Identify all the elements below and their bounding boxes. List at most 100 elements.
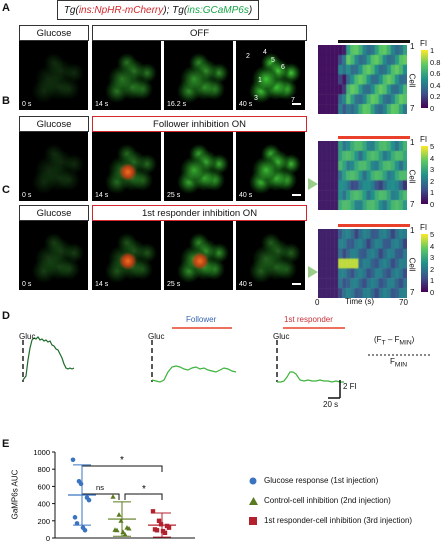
cell-top-b: 1 bbox=[410, 138, 415, 147]
panel-letter-b: B bbox=[2, 95, 10, 107]
sig-label-2-3: * bbox=[142, 484, 146, 495]
sig-bracket-2-3 bbox=[124, 493, 163, 500]
scale-bar bbox=[292, 194, 301, 196]
colorbar-tick: 1 bbox=[430, 188, 435, 198]
cell-number-6: 6 bbox=[281, 64, 285, 71]
sig-label-1-2: ns bbox=[96, 483, 104, 492]
time-label: 25 s bbox=[167, 281, 181, 288]
genotype-label: Tg(ins:NpHR-mCherry); Tg(ins:GCaMP6s) bbox=[57, 0, 259, 20]
data-point bbox=[162, 530, 168, 536]
y-tick-label: 600 bbox=[37, 482, 50, 491]
time-label: 0 s bbox=[22, 192, 32, 199]
cell-axis-label-c: Cell bbox=[407, 257, 417, 272]
data-point bbox=[78, 481, 84, 487]
data-point bbox=[70, 457, 76, 463]
time-label: 0 s bbox=[22, 101, 32, 108]
time-label: 40 s bbox=[239, 281, 253, 288]
y-tick-label: 1000 bbox=[33, 448, 50, 457]
legend-glucose: Glucose response (1st injection) bbox=[248, 476, 378, 485]
heatmap-c bbox=[318, 229, 407, 298]
condition-label-a: OFF bbox=[92, 25, 307, 41]
frame-b-4: 40 s bbox=[236, 132, 305, 201]
cell-axis-label-a: Cell bbox=[407, 73, 417, 88]
frame-c-1: 0 s bbox=[19, 221, 88, 290]
arrow-c-icon bbox=[308, 266, 318, 278]
y-axis-label: GaMP6s AUC bbox=[10, 469, 20, 520]
colorbar-tick: 0 bbox=[430, 288, 435, 297]
cell-number-4: 4 bbox=[263, 49, 267, 56]
frame-b-2: 14 s bbox=[92, 132, 161, 201]
data-point bbox=[150, 509, 156, 514]
formula-denominator: FMIN bbox=[390, 357, 408, 369]
cell-bottom-a: 7 bbox=[410, 104, 415, 113]
data-point bbox=[166, 525, 172, 530]
frame-a-2: 14 s bbox=[92, 41, 161, 110]
legend-responder: 1st responder-cell inhibition (3rd injec… bbox=[248, 516, 412, 525]
inhibition-bar-c bbox=[338, 224, 410, 227]
colorbar-tick: 2 bbox=[430, 176, 435, 186]
colorbar-tick: 5 bbox=[430, 230, 435, 239]
cell-number-1: 1 bbox=[258, 77, 262, 84]
panel-letter-c: C bbox=[2, 184, 10, 196]
fi-label-b: FI bbox=[420, 135, 428, 144]
scale-bar bbox=[292, 283, 301, 285]
colorbar-tick: 5 bbox=[430, 142, 435, 151]
scale-y-label: 2 FI bbox=[343, 382, 357, 391]
gluc-label-3: Gluc bbox=[273, 332, 290, 341]
heatmap-b bbox=[318, 141, 407, 210]
panel-letter-e: E bbox=[2, 438, 10, 450]
sig-bracket-1-3 bbox=[81, 465, 163, 472]
data-point bbox=[82, 527, 88, 533]
time-axis-start: 0 bbox=[315, 298, 320, 307]
cell-bottom-c: 7 bbox=[410, 288, 415, 297]
colorbar-tick: 1 bbox=[430, 276, 435, 286]
colorbar-tick: 3 bbox=[430, 165, 435, 175]
data-point bbox=[72, 515, 78, 520]
trace-panel bbox=[22, 327, 430, 399]
gluc-label-1: Gluc bbox=[19, 332, 36, 341]
time-label: 0 s bbox=[22, 281, 32, 288]
y-tick-label: 800 bbox=[37, 465, 50, 474]
time-axis-label: Time (s) bbox=[345, 297, 375, 306]
time-label: 14 s bbox=[95, 101, 109, 108]
frame-a-1: 0 s bbox=[19, 41, 88, 110]
y-tick-label: 0 bbox=[46, 534, 50, 543]
auc-scatter-chart: 0 200 400 600 800 1000 * ns * bbox=[33, 448, 195, 543]
inhibition-bar-b bbox=[338, 136, 410, 139]
off-period-bar bbox=[338, 40, 410, 43]
time-label: 16.2 s bbox=[167, 101, 187, 108]
colorbar-c bbox=[421, 234, 428, 292]
data-point bbox=[114, 527, 120, 533]
scale-bar bbox=[292, 103, 301, 105]
colorbar-tick: 4 bbox=[430, 153, 435, 163]
cell-number-7: 7 bbox=[291, 97, 295, 104]
arrow-b-icon bbox=[308, 178, 318, 190]
time-label: 40 s bbox=[239, 192, 253, 199]
heatmap-a bbox=[318, 45, 407, 114]
data-point bbox=[156, 518, 162, 523]
cell-bottom-b: 7 bbox=[410, 200, 415, 209]
responder-title: 1st responder bbox=[284, 315, 333, 324]
frame-b-3: 25 s bbox=[164, 132, 233, 201]
colorbar-tick: 0 bbox=[430, 104, 435, 113]
data-point bbox=[120, 529, 126, 534]
cell-number-5: 5 bbox=[271, 57, 275, 64]
time-label: 25 s bbox=[167, 192, 181, 199]
time-label: 14 s bbox=[95, 192, 109, 199]
trace-follower bbox=[151, 365, 237, 383]
trace-glucose bbox=[22, 336, 75, 381]
frame-b-1: 0 s bbox=[19, 132, 88, 201]
cell-top-a: 1 bbox=[410, 42, 415, 51]
condition-label-c: 1st responder inhibition ON bbox=[92, 205, 307, 221]
glucose-label-a: Glucose bbox=[19, 25, 89, 41]
glucose-label-b: Glucose bbox=[19, 116, 89, 132]
frame-c-3: 25 s bbox=[164, 221, 233, 290]
glucose-label-c: Glucose bbox=[19, 205, 89, 221]
colorbar-tick: 3 bbox=[430, 253, 435, 263]
colorbar-tick: 0.6 bbox=[430, 69, 441, 79]
time-axis-end: 70 bbox=[399, 298, 408, 307]
cell-top-c: 1 bbox=[410, 226, 415, 235]
fi-label-c: FI bbox=[420, 223, 428, 232]
data-point bbox=[86, 497, 92, 503]
